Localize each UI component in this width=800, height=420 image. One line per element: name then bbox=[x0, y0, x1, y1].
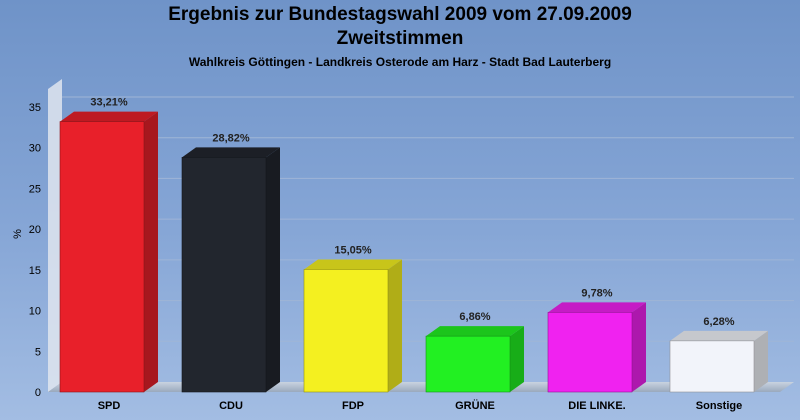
bar-outline bbox=[181, 157, 267, 393]
left-wall bbox=[48, 79, 62, 392]
x-tick-label: SPD bbox=[98, 400, 121, 412]
bar-front bbox=[426, 336, 510, 392]
bar-side bbox=[144, 111, 158, 392]
x-tick-label: DIE LINKE. bbox=[568, 400, 625, 412]
bar-side bbox=[266, 147, 280, 392]
data-label: 28,82% bbox=[212, 132, 250, 144]
bar-layer bbox=[59, 111, 768, 393]
bar-die-linke- bbox=[547, 302, 646, 393]
bar-top bbox=[60, 111, 158, 122]
bar-grüne bbox=[425, 326, 524, 393]
data-label: 6,86% bbox=[459, 311, 490, 323]
x-tick-label: Sonstige bbox=[696, 400, 742, 412]
bar-fdp bbox=[303, 259, 402, 393]
data-label: 33,21% bbox=[90, 97, 128, 109]
bar-cdu bbox=[181, 147, 280, 393]
data-label: 6,28% bbox=[703, 316, 734, 328]
y-tick-label: 10 bbox=[29, 306, 41, 318]
bar-sonstige bbox=[669, 330, 768, 393]
chart-subtitle: Zweitstimmen bbox=[336, 28, 464, 49]
bar-top bbox=[426, 326, 524, 337]
x-tick-label: CDU bbox=[219, 400, 243, 412]
bar-front bbox=[182, 157, 266, 392]
chart-title: Ergebnis zur Bundestagswahl 2009 vom 27.… bbox=[168, 4, 632, 25]
bar-side bbox=[388, 259, 402, 392]
bar-outline bbox=[303, 269, 389, 393]
chart-region-label: Wahlkreis Göttingen - Landkreis Osterode… bbox=[188, 55, 612, 69]
data-label: 9,78% bbox=[581, 287, 612, 299]
y-tick-label: 15 bbox=[29, 265, 41, 277]
y-tick-label: 25 bbox=[29, 183, 41, 195]
x-tick-label: FDP bbox=[342, 400, 364, 412]
y-tick-label: 35 bbox=[29, 102, 41, 114]
y-tick-label: 0 bbox=[35, 387, 41, 399]
y-tick-label: 30 bbox=[29, 143, 41, 155]
bar-outline bbox=[59, 121, 145, 393]
bar-top bbox=[304, 259, 402, 270]
bar-spd bbox=[59, 111, 158, 393]
y-axis-label: % bbox=[12, 229, 24, 239]
bar-outline bbox=[425, 335, 511, 393]
bar-side bbox=[510, 326, 524, 392]
bar-outline bbox=[547, 312, 633, 393]
bar-top bbox=[548, 302, 646, 313]
bar-front bbox=[548, 312, 632, 392]
bar-top bbox=[182, 147, 280, 158]
bar-front bbox=[670, 340, 754, 392]
y-tick-label: 20 bbox=[29, 224, 41, 236]
bar-front bbox=[60, 121, 144, 392]
bar-outline bbox=[669, 340, 755, 393]
bar-side bbox=[754, 330, 768, 392]
y-tick-label: 5 bbox=[35, 346, 41, 358]
bar-side bbox=[632, 302, 646, 392]
bar-front bbox=[304, 269, 388, 392]
data-label: 15,05% bbox=[334, 244, 372, 256]
label-layer: 33,21% SPD 28,82% CDU 15,05% FDP 6,86% GRÜNE 9,7… bbox=[90, 97, 742, 412]
bar-top bbox=[670, 330, 768, 341]
x-tick-label: GRÜNE bbox=[455, 399, 495, 412]
